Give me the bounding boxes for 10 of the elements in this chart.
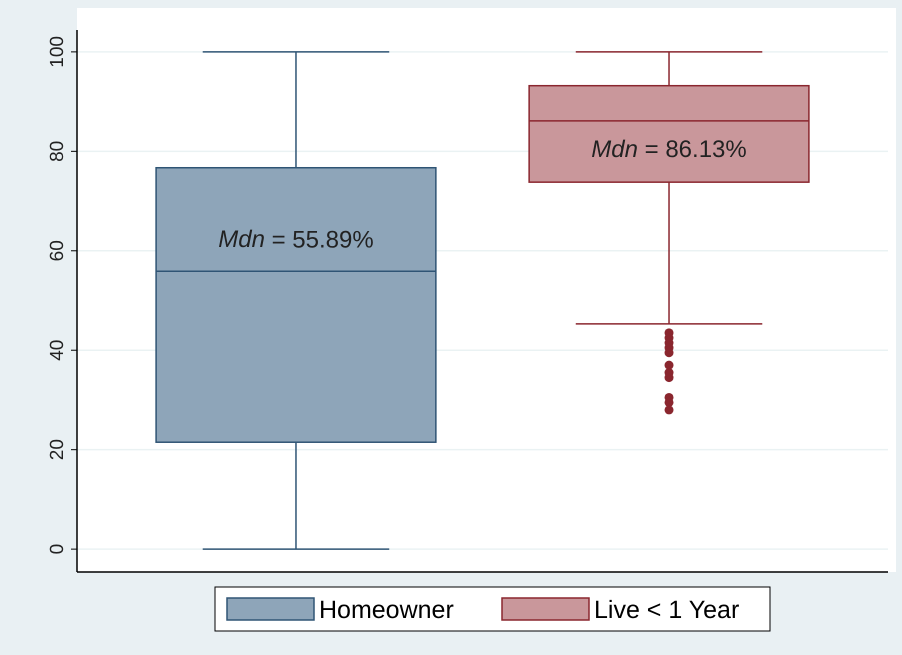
y-tick-label: 100 [47,36,68,68]
y-tick-label: 80 [47,140,68,162]
annotation: Mdn = 55.89% [218,226,374,254]
legend-label: Homeowner [319,596,454,624]
y-tick-label: 40 [47,340,68,361]
y-tick-label: 20 [47,439,68,460]
annotation: Mdn = 86.13% [591,136,747,164]
y-tick-label: 0 [47,544,68,554]
legend-label: Live < 1 Year [594,596,740,624]
y-tick-label: 60 [47,240,68,262]
